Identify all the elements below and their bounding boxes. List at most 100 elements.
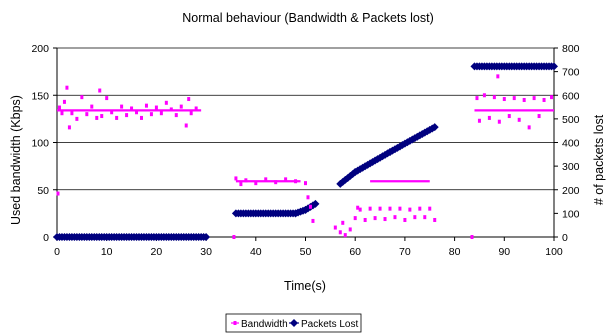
x-tick-label: 40 xyxy=(250,246,262,258)
bandwidth-point xyxy=(507,114,511,119)
packets-lost-series xyxy=(53,62,558,241)
x-tick-label: 70 xyxy=(399,246,411,258)
bandwidth-point xyxy=(502,97,506,102)
chart-title: Normal behaviour (Bandwidth & Packets lo… xyxy=(182,11,434,25)
bandwidth-point xyxy=(393,215,397,220)
bandwidth-point xyxy=(550,95,554,100)
bandwidth-point xyxy=(477,118,481,123)
bandwidth-point xyxy=(356,205,360,210)
bandwidth-point xyxy=(98,88,102,93)
bandwidth-point xyxy=(169,107,173,112)
bandwidth-point xyxy=(154,105,158,110)
y2-tick-label: 0 xyxy=(562,232,568,244)
bandwidth-point xyxy=(378,206,382,211)
y2-tick-label: 200 xyxy=(562,185,580,197)
bandwidth-point xyxy=(306,195,310,200)
y2-tick-label: 100 xyxy=(562,208,580,220)
x-tick-label: 100 xyxy=(545,246,563,258)
bandwidth-point xyxy=(174,113,178,118)
bandwidth-point xyxy=(135,110,139,115)
x-axis: 0 10 20 30 40 50 60 70 80 90 100 xyxy=(54,237,563,258)
bandwidth-point xyxy=(496,74,500,79)
bandwidth-point xyxy=(110,110,114,115)
bandwidth-point xyxy=(100,114,104,119)
bandwidth-point xyxy=(388,206,392,211)
bandwidth-point xyxy=(408,207,412,212)
bandwidth-point xyxy=(475,96,479,101)
x-tick-label: 30 xyxy=(200,246,212,258)
bandwidth-point xyxy=(311,218,315,223)
bandwidth-point xyxy=(341,220,345,225)
bandwidth-point xyxy=(274,180,278,185)
y-tick-label: 200 xyxy=(31,43,49,55)
legend-bandwidth-label: Bandwidth xyxy=(241,319,288,330)
bandwidth-point xyxy=(232,235,236,239)
y-axis-right: 0 100 200 300 400 500 600 700 800 xyxy=(554,43,580,244)
bandwidth-point xyxy=(358,207,362,212)
bandwidth-point xyxy=(144,103,148,108)
bandwidth-point xyxy=(234,176,238,181)
x-tick-label: 20 xyxy=(151,246,163,258)
bandwidth-point xyxy=(159,111,163,116)
bandwidth-point xyxy=(517,117,521,122)
bandwidth-point xyxy=(333,225,337,230)
y2-tick-label: 800 xyxy=(562,43,580,55)
bandwidth-point xyxy=(398,206,402,211)
x-tick-label: 60 xyxy=(349,246,361,258)
y-tick-label: 0 xyxy=(43,232,49,244)
x-axis-label: Time(s) xyxy=(284,279,326,293)
bandwidth-point xyxy=(149,112,153,117)
bandwidth-point xyxy=(428,206,432,211)
bandwidth-point xyxy=(95,115,99,120)
bandwidth-point xyxy=(418,206,422,211)
bandwidth-point xyxy=(184,123,188,128)
bandwidth-point xyxy=(403,217,407,222)
y2-tick-label: 400 xyxy=(562,138,580,150)
bandwidth-point xyxy=(115,115,119,120)
bandwidth-point xyxy=(294,179,298,184)
bandwidth-point xyxy=(497,119,501,124)
bandwidth-point xyxy=(537,114,541,119)
bandwidth-point xyxy=(90,104,94,109)
bandwidth-point xyxy=(120,104,124,109)
x-tick-label: 0 xyxy=(54,246,60,258)
bandwidth-point xyxy=(60,111,64,116)
bandwidth-point xyxy=(194,106,198,111)
bandwidth-point xyxy=(338,230,342,235)
x-tick-label: 10 xyxy=(101,246,113,258)
y2-tick-label: 600 xyxy=(562,90,580,102)
bandwidth-point xyxy=(308,204,312,209)
packets-lost-point xyxy=(311,199,320,208)
bandwidth-point xyxy=(244,178,248,183)
bandwidth-point xyxy=(532,96,536,101)
bandwidth-point xyxy=(304,181,307,186)
bandwidth-point xyxy=(187,97,191,102)
legend: Bandwidth Packets Lost xyxy=(225,313,362,333)
packets-lost-point xyxy=(202,233,211,241)
bandwidth-point xyxy=(348,227,352,232)
y2-tick-label: 700 xyxy=(562,67,580,79)
bandwidth-point xyxy=(353,216,357,221)
packets-lost-point xyxy=(550,62,558,71)
y-axis-label-left: Used bandwidth (Kbps) xyxy=(9,95,23,225)
y2-tick-label: 300 xyxy=(562,161,580,173)
gridlines xyxy=(57,47,554,191)
bandwidth-point xyxy=(492,95,496,100)
bandwidth-point xyxy=(62,99,66,104)
legend-packets-lost-label: Packets Lost xyxy=(301,319,358,330)
x-tick-label: 90 xyxy=(498,246,510,258)
bandwidth-point xyxy=(527,125,531,130)
bandwidth-series xyxy=(56,74,554,239)
y-axis-label-right: # of packets lost xyxy=(592,114,606,205)
packets-lost-point xyxy=(430,123,439,132)
bandwidth-point xyxy=(487,115,491,120)
bandwidth-point xyxy=(383,217,387,222)
bandwidth-point xyxy=(264,177,268,182)
bandwidth-point xyxy=(125,113,129,118)
bandwidth-point xyxy=(80,95,84,100)
x-tick-label: 80 xyxy=(449,246,461,258)
bandwidth-point xyxy=(373,216,377,221)
bandwidth-point xyxy=(105,96,109,101)
bandwidth-point xyxy=(512,96,516,101)
